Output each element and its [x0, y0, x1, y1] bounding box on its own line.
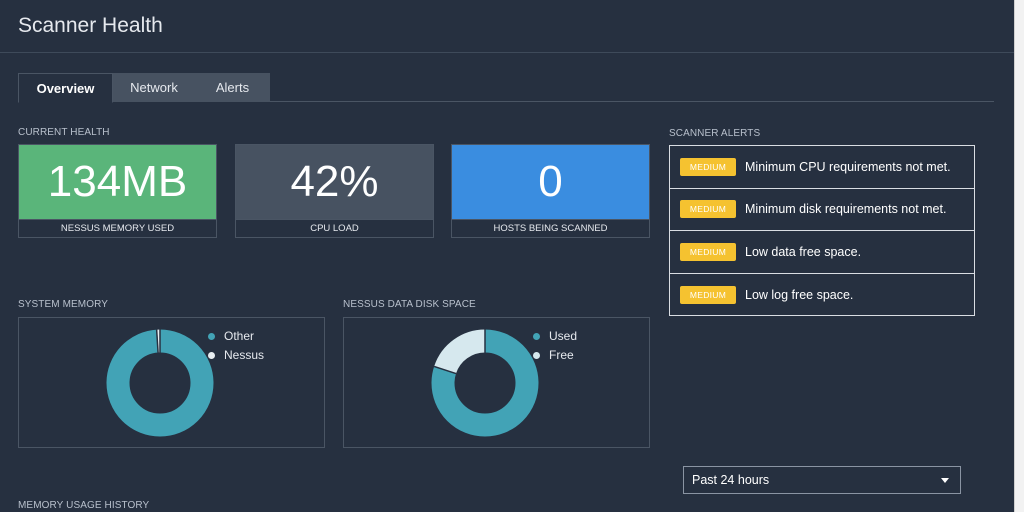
legend-dot — [533, 351, 540, 359]
disk-space-label: NESSUS DATA DISK SPACE — [343, 299, 476, 310]
time-range-value: Past 24 hours — [692, 473, 770, 487]
alert-message: Low data free space. — [745, 244, 862, 259]
tab-overview[interactable]: Overview — [18, 73, 113, 103]
hosts-scanned-caption: HOSTS BEING SCANNED — [452, 219, 649, 237]
severity-badge: MEDIUM — [680, 157, 736, 176]
scrollbar[interactable] — [1014, 0, 1024, 512]
time-range-select[interactable]: Past 24 hours — [683, 466, 961, 494]
hosts-scanned-value: 0 — [452, 145, 649, 219]
alert-item[interactable]: MEDIUM Low data free space. — [670, 231, 974, 274]
alert-item[interactable]: MEDIUM Low log free space. — [670, 274, 974, 317]
legend-dot — [533, 332, 540, 340]
caret-down-icon — [941, 478, 949, 483]
severity-badge: MEDIUM — [680, 285, 736, 304]
alert-message: Low log free space. — [745, 287, 854, 302]
slice-separator — [155, 329, 159, 353]
cpu-load-value: 42% — [236, 145, 433, 219]
tab-network[interactable]: Network — [113, 73, 195, 102]
system-memory-donut — [106, 329, 214, 437]
alert-message: Minimum disk requirements not met. — [745, 202, 947, 217]
tab-bar: Overview Network Alerts — [18, 73, 994, 103]
legend-item-other: Other — [208, 329, 254, 343]
alert-message: Minimum CPU requirements not met. — [745, 159, 951, 174]
severity-badge: MEDIUM — [680, 242, 736, 261]
legend-label: Free — [549, 348, 574, 362]
page-title: Scanner Health — [18, 14, 163, 37]
tab-alerts[interactable]: Alerts — [195, 73, 270, 102]
donut-slice-other — [106, 329, 214, 437]
cpu-load-caption: CPU LOAD — [236, 219, 433, 237]
legend-dot — [208, 332, 215, 340]
scanner-alerts-list: MEDIUM Minimum CPU requirements not met.… — [669, 145, 975, 316]
legend-item-free: Free — [533, 348, 574, 362]
cpu-load-card: 42% CPU LOAD — [235, 144, 434, 238]
current-health-label: CURRENT HEALTH — [18, 127, 110, 138]
legend-dot — [208, 351, 215, 359]
scanner-alerts-label: SCANNER ALERTS — [669, 128, 761, 139]
legend-item-nessus: Nessus — [208, 348, 264, 362]
disk-space-chart: Used Free — [343, 317, 650, 448]
legend-item-used: Used — [533, 329, 577, 343]
memory-used-caption: NESSUS MEMORY USED — [19, 219, 216, 237]
memory-used-value: 134MB — [19, 145, 216, 219]
disk-space-donut — [431, 329, 539, 437]
system-memory-label: SYSTEM MEMORY — [18, 299, 109, 310]
alert-item[interactable]: MEDIUM Minimum disk requirements not met… — [670, 189, 974, 231]
severity-badge: MEDIUM — [680, 200, 736, 219]
system-memory-chart: Other Nessus — [18, 317, 325, 448]
legend-label: Other — [224, 329, 255, 343]
memory-used-card: 134MB NESSUS MEMORY USED — [18, 144, 217, 238]
legend-label: Nessus — [224, 348, 265, 362]
hosts-scanned-card: 0 HOSTS BEING SCANNED — [451, 144, 650, 238]
page-header: Scanner Health — [0, 0, 1014, 53]
alert-item[interactable]: MEDIUM Minimum CPU requirements not met. — [670, 146, 974, 189]
legend-label: Used — [549, 329, 578, 343]
memory-history-label: MEMORY USAGE HISTORY — [18, 500, 150, 511]
slice-separator — [433, 365, 457, 375]
